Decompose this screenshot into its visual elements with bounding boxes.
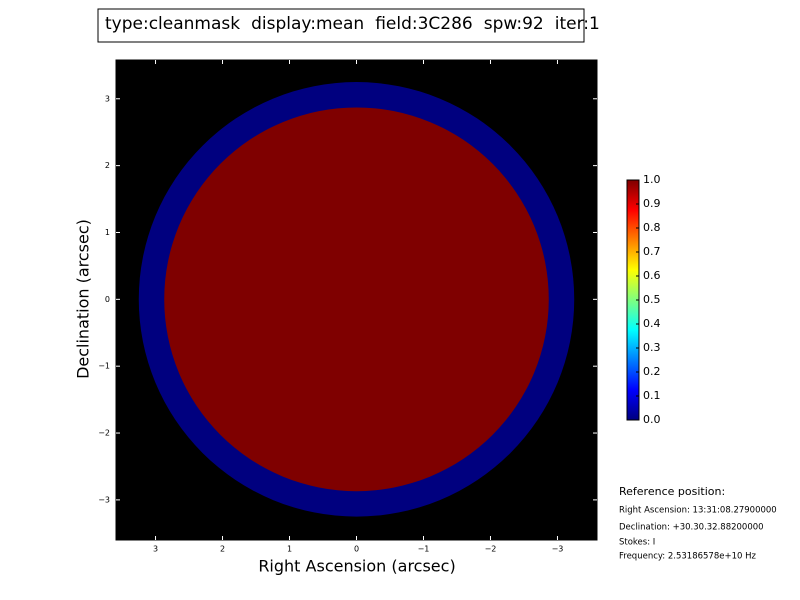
colorbar-tick-label: 0.9 bbox=[643, 197, 661, 210]
y-tick-label: 0 bbox=[105, 295, 110, 304]
title-part: iter:1 bbox=[555, 14, 600, 34]
colorbar-tick-label: 0.4 bbox=[643, 317, 661, 330]
colorbar-tick-label: 0.0 bbox=[643, 413, 661, 426]
x-axis-label: Right Ascension (arcsec) bbox=[258, 557, 455, 576]
colorbar-tick-label: 0.7 bbox=[643, 245, 661, 258]
y-tick-label: −2 bbox=[98, 429, 110, 438]
image-layer bbox=[138, 82, 575, 517]
colorbar-tick-label: 0.5 bbox=[643, 293, 661, 306]
annotation: Declination: +30.30.32.88200000 bbox=[619, 523, 764, 533]
colorbar-tick-label: 0.6 bbox=[643, 269, 661, 282]
y-axis-label: Declination (arcsec) bbox=[74, 219, 93, 379]
title-part: field:3C286 bbox=[375, 14, 473, 34]
colorbar-tick-label: 0.1 bbox=[643, 389, 661, 402]
colorbar-tick-label: 0.2 bbox=[643, 365, 661, 378]
title-part: type:cleanmask bbox=[105, 14, 240, 34]
annotation: Reference position: bbox=[619, 485, 725, 498]
colorbar-tick-label: 0.8 bbox=[643, 221, 661, 234]
colorbar-tick-label: 1.0 bbox=[643, 173, 661, 186]
title-box bbox=[97, 8, 585, 43]
y-tick-label: −1 bbox=[98, 362, 110, 371]
y-tick-label: 1 bbox=[105, 228, 110, 237]
x-tick-label: 3 bbox=[153, 545, 158, 554]
y-tick-label: −3 bbox=[98, 495, 110, 504]
annotation: Frequency: 2.53186578e+10 Hz bbox=[619, 552, 756, 562]
annotation: Right Ascension: 13:31:08.27900000 bbox=[619, 506, 777, 516]
x-tick-label: −2 bbox=[485, 545, 497, 554]
title-part: spw:92 bbox=[484, 14, 544, 34]
title-part: display:mean bbox=[251, 14, 364, 34]
annotation: Stokes: I bbox=[619, 538, 655, 548]
x-tick-label: −3 bbox=[552, 545, 564, 554]
x-tick-label: 2 bbox=[220, 545, 225, 554]
y-tick-label: 2 bbox=[105, 161, 110, 170]
colorbar-tick-label: 0.3 bbox=[643, 341, 661, 354]
mask-region bbox=[164, 107, 549, 492]
y-tick-label: 3 bbox=[105, 94, 110, 103]
x-tick-label: 0 bbox=[354, 545, 359, 554]
x-tick-label: −1 bbox=[418, 545, 430, 554]
x-tick-label: 1 bbox=[287, 545, 292, 554]
